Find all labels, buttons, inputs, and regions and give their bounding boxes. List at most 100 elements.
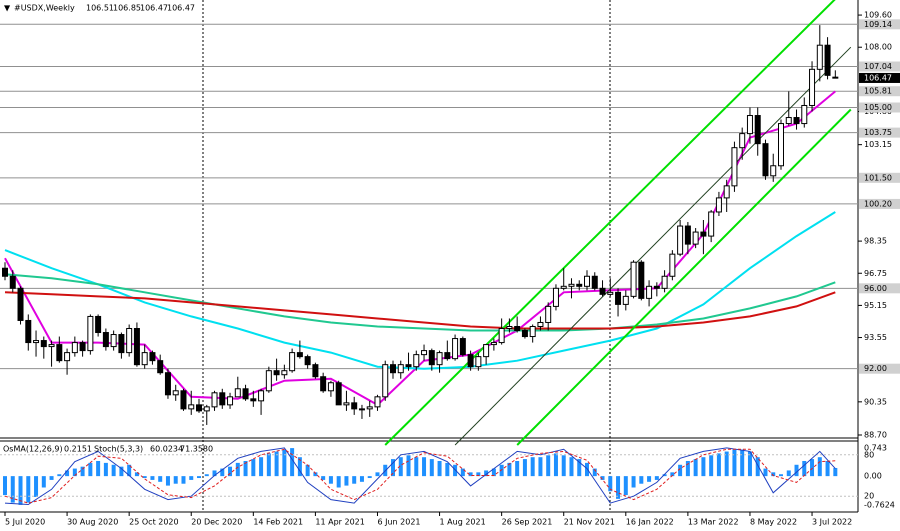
- candle-body: [64, 352, 71, 362]
- y-tick-label: 90.35: [864, 397, 887, 406]
- trend-line: [454, 46, 852, 446]
- candle-body: [126, 328, 133, 354]
- candle-body: [95, 315, 102, 334]
- candle-body: [816, 44, 823, 70]
- candle-body: [692, 231, 699, 245]
- osma-bar: [65, 470, 70, 477]
- candle-body: [483, 344, 490, 358]
- osma-bar: [445, 462, 450, 477]
- x-tick-label: 3 Jul 2022: [812, 518, 852, 527]
- candle-body: [141, 352, 148, 366]
- level-label: 105.81: [864, 87, 892, 96]
- header-open: 106.51: [86, 4, 114, 13]
- osma-bar: [639, 476, 644, 484]
- osma-bar: [18, 476, 23, 505]
- stoch-main-value: 60.0234: [150, 445, 183, 454]
- candle-body: [684, 225, 691, 245]
- level-label-box: [859, 86, 900, 97]
- candle-body: [646, 285, 653, 299]
- candle-body: [102, 332, 109, 348]
- osma-bar: [422, 457, 427, 477]
- candle-body: [358, 408, 365, 411]
- level-label-box: [859, 127, 900, 138]
- osma-bar: [654, 476, 659, 480]
- level-label: 96.00: [864, 284, 887, 293]
- level-label: 109.14: [864, 20, 892, 29]
- osma-bar: [259, 457, 264, 477]
- osma-bar: [709, 455, 714, 477]
- candle-body: [754, 115, 761, 145]
- osma-bar: [367, 476, 372, 479]
- candle-body: [723, 185, 730, 199]
- candle-body: [467, 354, 474, 368]
- osma-bar: [72, 468, 77, 477]
- candle-body: [824, 44, 831, 76]
- candle-body: [638, 261, 645, 299]
- candle-body: [188, 404, 195, 410]
- candle-body: [180, 390, 187, 410]
- candle-body: [71, 342, 78, 354]
- candle-body: [149, 352, 156, 362]
- osma-bar: [158, 476, 163, 482]
- candle-body: [366, 406, 373, 410]
- x-tick-label: 25 Oct 2020: [129, 518, 178, 527]
- candle-body: [490, 342, 497, 346]
- osma-bar: [662, 474, 667, 477]
- candle-body: [133, 328, 140, 366]
- price-marker-box: [859, 72, 900, 83]
- osma-bar: [212, 470, 217, 477]
- candle-body: [320, 376, 327, 392]
- header-high: 106.85: [113, 4, 141, 13]
- y-tick-label: 109.60: [864, 11, 892, 20]
- osma-bar: [127, 464, 132, 477]
- x-tick-label: 21 Nov 2021: [564, 518, 615, 527]
- osma-bar: [747, 451, 752, 477]
- candle-body: [242, 388, 249, 400]
- candle-body: [770, 165, 777, 177]
- osma-bar: [88, 462, 93, 477]
- osma-bar: [538, 457, 543, 477]
- x-tick-label: 11 Apr 2021: [315, 518, 364, 527]
- candle-body: [622, 295, 629, 305]
- osma-bar: [685, 460, 690, 477]
- candle-body: [832, 76, 839, 79]
- candle-body: [599, 287, 606, 295]
- candle-body: [265, 370, 272, 392]
- candle-body: [79, 342, 86, 352]
- chart-title: #USDX,Weekly: [14, 4, 75, 13]
- osma-bar: [290, 448, 295, 477]
- osma-bar: [235, 462, 240, 477]
- header-icon: ▼: [4, 4, 11, 13]
- candle-body: [250, 398, 257, 402]
- candle-body: [343, 402, 350, 406]
- osma-bar: [740, 449, 745, 477]
- candle-body: [335, 382, 342, 406]
- candle-body: [421, 350, 428, 356]
- candle-body: [552, 287, 559, 307]
- osma-bar: [616, 476, 621, 499]
- candle-body: [40, 340, 47, 348]
- level-label-box: [859, 19, 900, 30]
- osma-bar: [592, 468, 597, 477]
- stoch-line: [4, 448, 836, 504]
- osma-bar: [406, 455, 411, 477]
- osma-bar: [220, 468, 225, 477]
- candle-body: [762, 143, 769, 177]
- osma-bar: [522, 459, 527, 477]
- candle-body: [203, 406, 210, 412]
- x-tick-label: 13 Mar 2022: [688, 518, 739, 527]
- candle-body: [459, 338, 466, 356]
- candle-body: [33, 340, 40, 344]
- level-label-box: [859, 102, 900, 113]
- osma-bar: [670, 472, 675, 477]
- candle-body: [48, 344, 55, 348]
- osma-bar: [825, 460, 830, 477]
- osma-bar: [724, 451, 729, 477]
- osma-bar: [375, 472, 380, 477]
- osma-bar: [561, 455, 566, 477]
- osma-bar: [251, 459, 256, 477]
- candle-body: [560, 285, 567, 289]
- osma-bar: [608, 476, 613, 492]
